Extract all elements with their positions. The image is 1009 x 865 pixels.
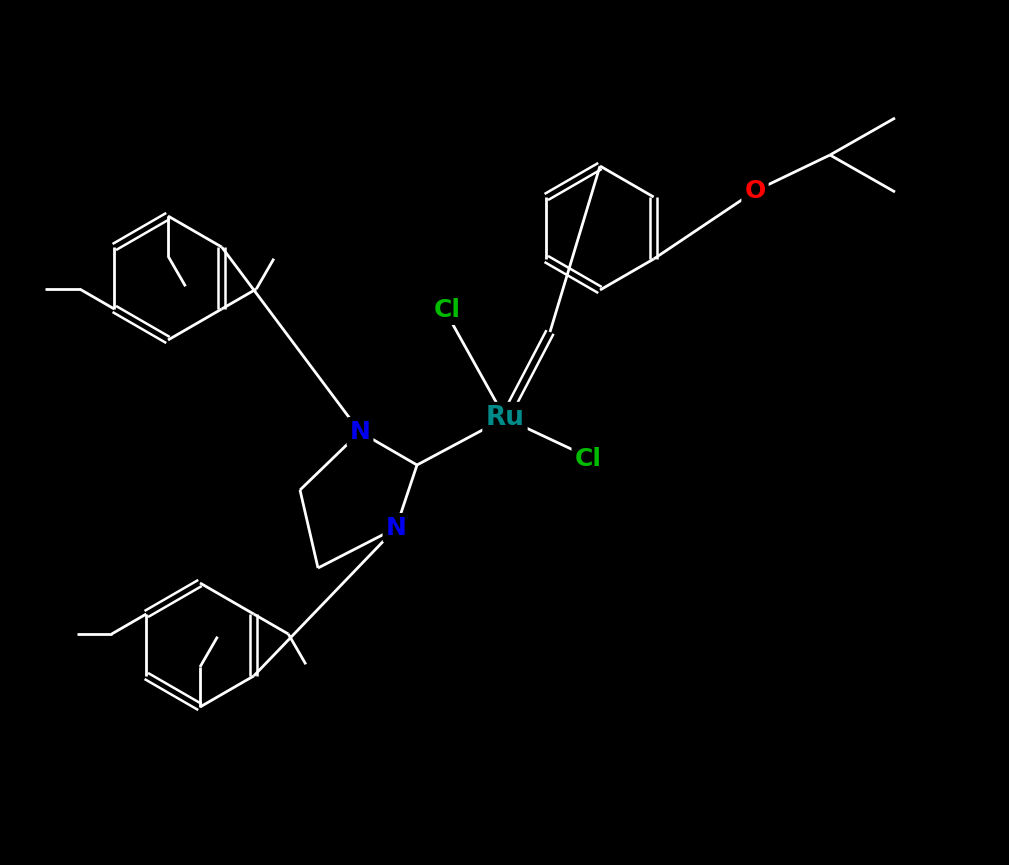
Text: N: N: [349, 420, 370, 444]
Text: Cl: Cl: [574, 447, 601, 471]
Text: Ru: Ru: [485, 405, 525, 431]
Text: O: O: [745, 179, 766, 203]
Text: N: N: [385, 516, 407, 540]
Text: Cl: Cl: [434, 298, 460, 322]
